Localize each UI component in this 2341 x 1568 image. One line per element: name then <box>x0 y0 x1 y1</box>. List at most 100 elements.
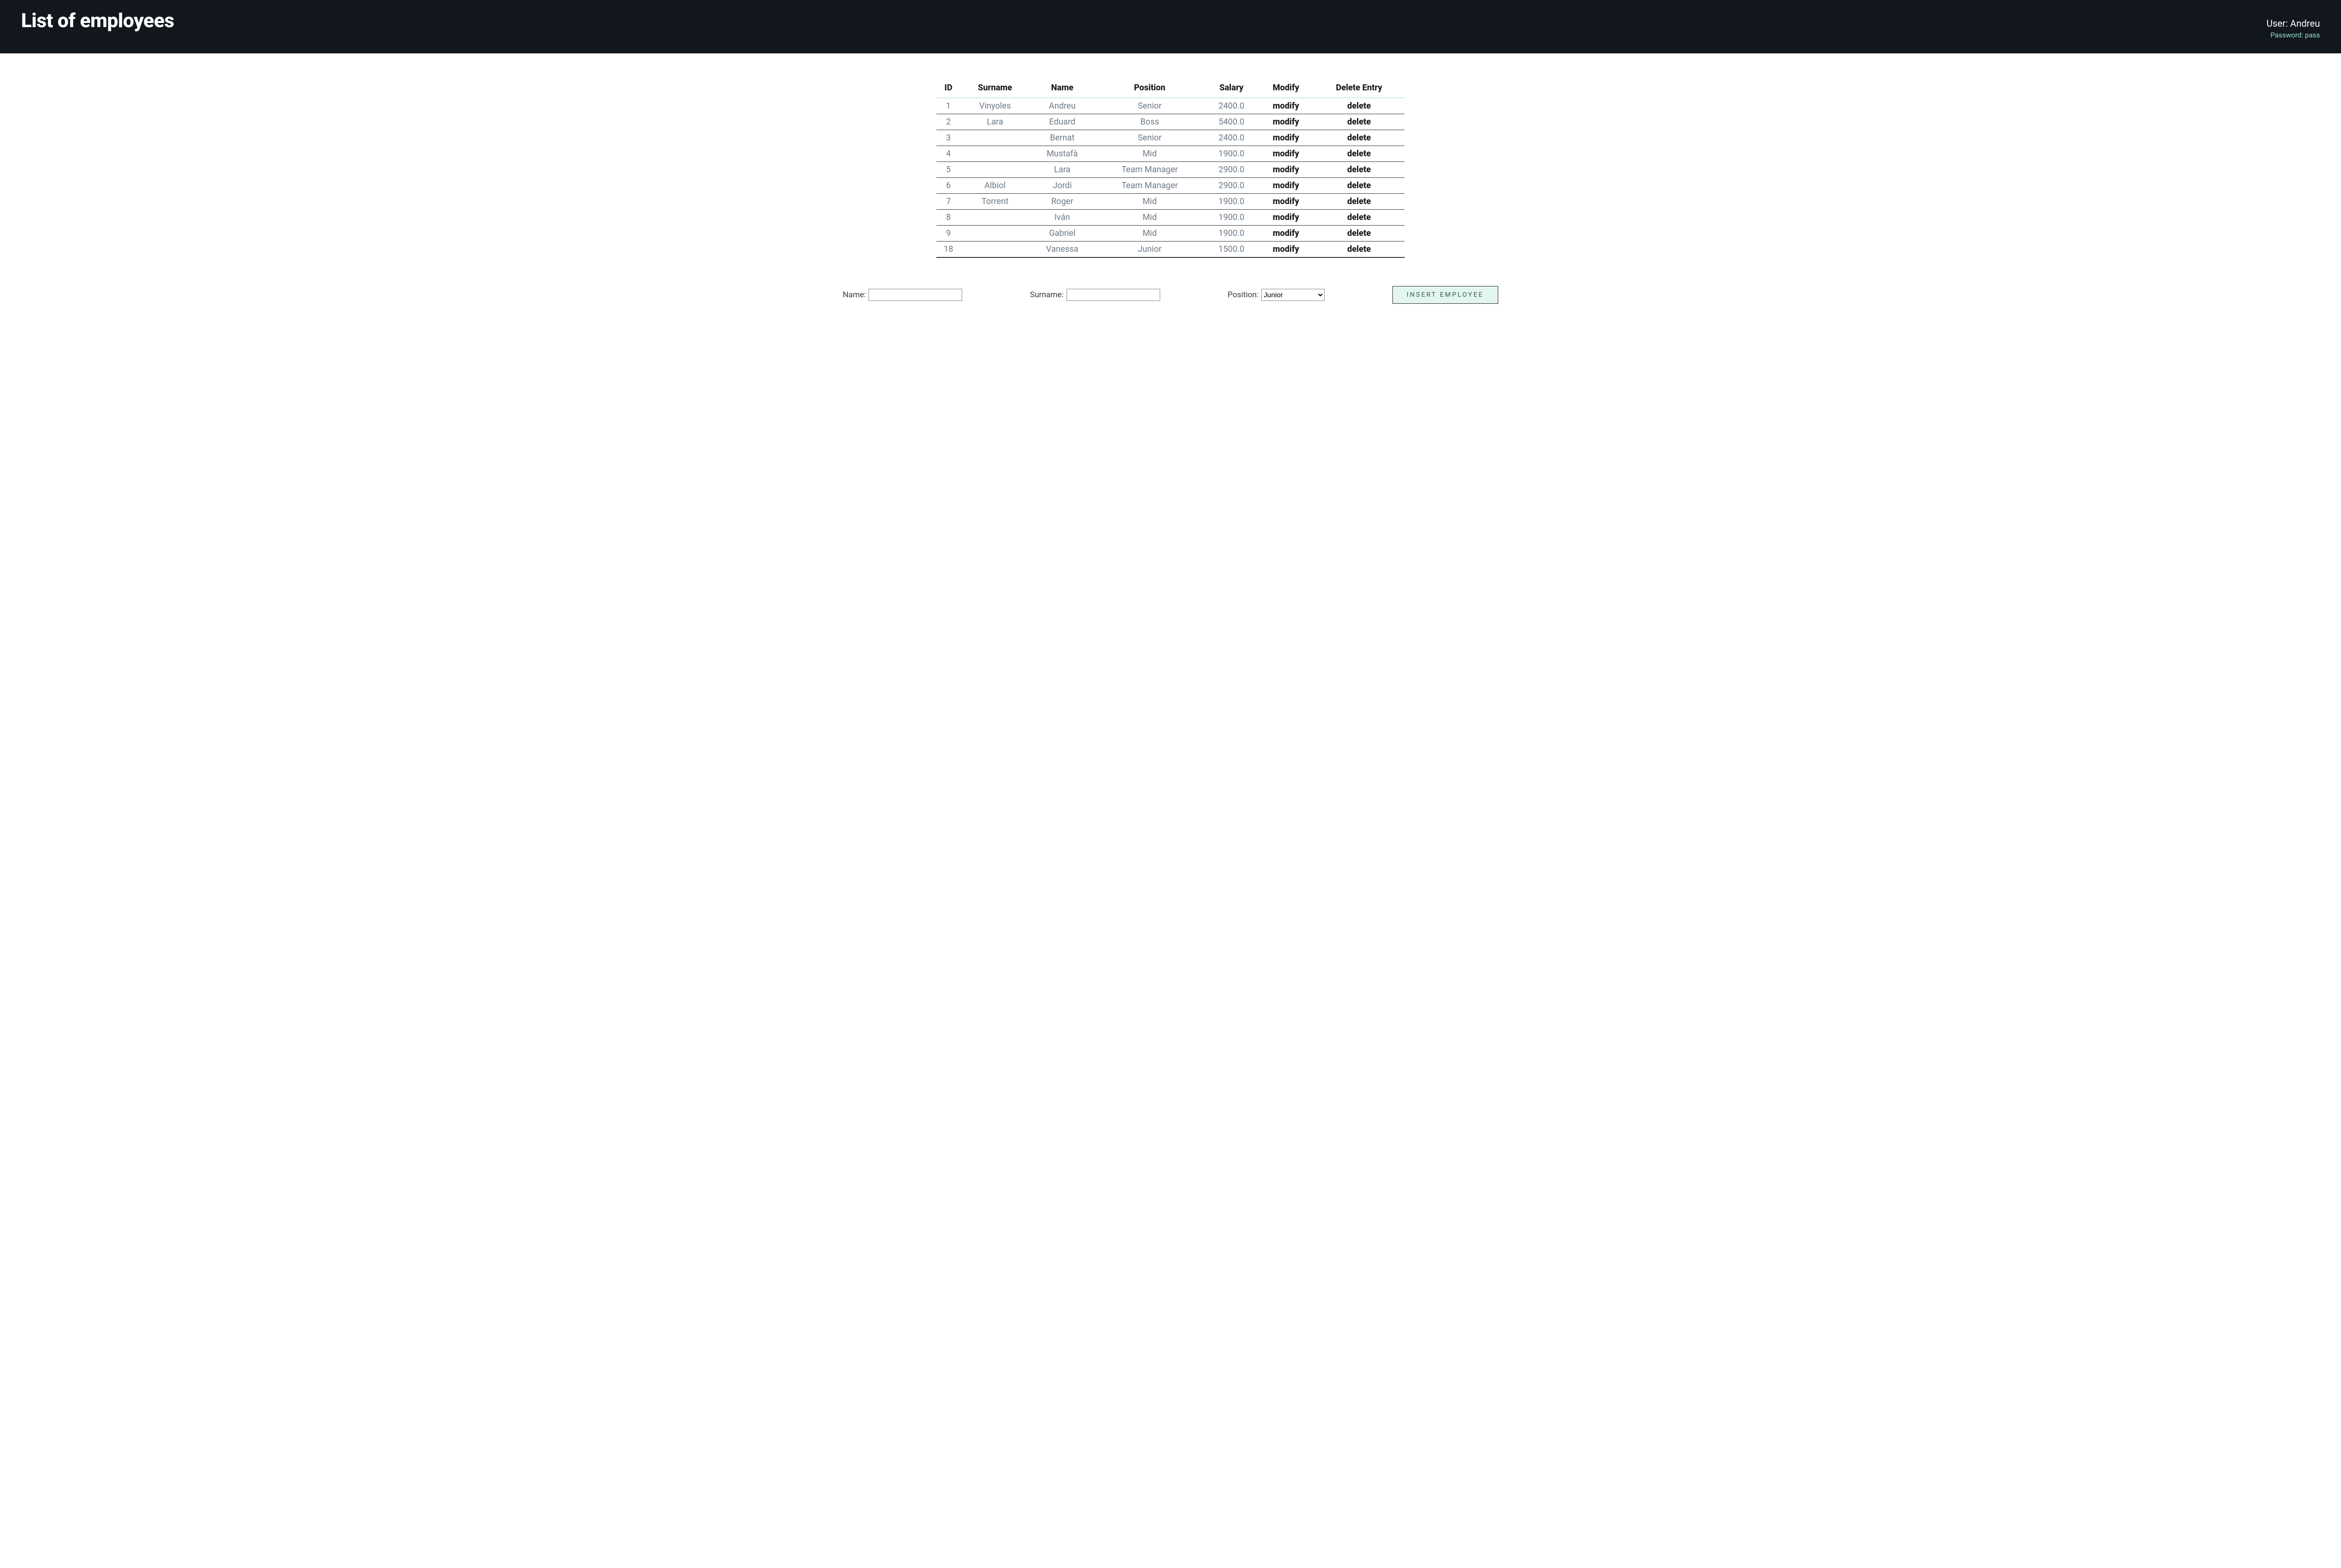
insert-form: Name: Surname: Position: JuniorMidSenior… <box>843 286 1498 304</box>
employee-table-body: 1VinyolesAndreuSenior2400.0modifydelete2… <box>936 98 1405 257</box>
cell-salary: 1900.0 <box>1204 194 1258 210</box>
cell-id: 6 <box>936 178 960 194</box>
cell-name: Bernat <box>1030 130 1095 146</box>
modify-link[interactable]: modify <box>1259 178 1314 194</box>
col-delete: Delete Entry <box>1313 79 1405 98</box>
cell-position: Mid <box>1095 146 1205 162</box>
cell-name: Lara <box>1030 162 1095 178</box>
modify-link[interactable]: modify <box>1259 114 1314 130</box>
table-row: 2LaraEduardBoss5400.0modifydelete <box>936 114 1405 130</box>
cell-surname <box>960 162 1030 178</box>
insert-employee-button[interactable]: INSERT EMPLOYEE <box>1392 286 1498 304</box>
table-row: 7TorrentRogerMid1900.0modifydelete <box>936 194 1405 210</box>
cell-id: 1 <box>936 98 960 114</box>
delete-link[interactable]: delete <box>1313 98 1405 114</box>
delete-link[interactable]: delete <box>1313 194 1405 210</box>
delete-link[interactable]: delete <box>1313 114 1405 130</box>
delete-link[interactable]: delete <box>1313 146 1405 162</box>
employee-table: ID Surname Name Position Salary Modify D… <box>936 79 1405 258</box>
modify-link[interactable]: modify <box>1259 210 1314 226</box>
user-label: User: <box>2267 18 2288 29</box>
cell-surname: Albiol <box>960 178 1030 194</box>
table-row: 5 LaraTeam Manager2900.0modifydelete <box>936 162 1405 178</box>
col-position: Position <box>1095 79 1205 98</box>
cell-salary: 1900.0 <box>1204 146 1258 162</box>
surname-group: Surname: <box>1030 289 1160 301</box>
cell-name: Iván <box>1030 210 1095 226</box>
delete-link[interactable]: delete <box>1313 210 1405 226</box>
cell-surname <box>960 226 1030 242</box>
cell-name: Vanessa <box>1030 242 1095 258</box>
modify-link[interactable]: modify <box>1259 194 1314 210</box>
cell-salary: 2400.0 <box>1204 130 1258 146</box>
col-surname: Surname <box>960 79 1030 98</box>
modify-link[interactable]: modify <box>1259 130 1314 146</box>
cell-id: 18 <box>936 242 960 258</box>
modify-link[interactable]: modify <box>1259 226 1314 242</box>
cell-id: 7 <box>936 194 960 210</box>
name-group: Name: <box>843 289 962 301</box>
password-value: pass <box>2305 31 2320 39</box>
cell-name: Roger <box>1030 194 1095 210</box>
page-header: List of employees User: Andreu Password:… <box>0 0 2341 53</box>
name-label: Name: <box>843 290 866 300</box>
cell-id: 3 <box>936 130 960 146</box>
name-input[interactable] <box>869 289 962 301</box>
cell-position: Team Manager <box>1095 162 1205 178</box>
cell-name: Eduard <box>1030 114 1095 130</box>
table-header-row: ID Surname Name Position Salary Modify D… <box>936 79 1405 98</box>
password-label: Password: <box>2270 31 2303 39</box>
cell-surname: Torrent <box>960 194 1030 210</box>
table-row: 3 BernatSenior2400.0modifydelete <box>936 130 1405 146</box>
cell-salary: 1900.0 <box>1204 226 1258 242</box>
delete-link[interactable]: delete <box>1313 242 1405 258</box>
table-row: 1VinyolesAndreuSenior2400.0modifydelete <box>936 98 1405 114</box>
surname-label: Surname: <box>1030 290 1064 300</box>
delete-link[interactable]: delete <box>1313 162 1405 178</box>
position-label: Position: <box>1228 290 1259 300</box>
cell-name: Jordi <box>1030 178 1095 194</box>
modify-link[interactable]: modify <box>1259 242 1314 258</box>
user-info-block: User: Andreu Password: pass <box>2267 9 2320 39</box>
employee-table-container: ID Surname Name Position Salary Modify D… <box>936 79 1405 258</box>
cell-name: Mustafà <box>1030 146 1095 162</box>
password-line: Password: pass <box>2267 31 2320 39</box>
cell-name: Gabriel <box>1030 226 1095 242</box>
col-name: Name <box>1030 79 1095 98</box>
cell-surname <box>960 210 1030 226</box>
modify-link[interactable]: modify <box>1259 98 1314 114</box>
modify-link[interactable]: modify <box>1259 146 1314 162</box>
cell-id: 2 <box>936 114 960 130</box>
delete-link[interactable]: delete <box>1313 130 1405 146</box>
page-title: List of employees <box>21 9 174 32</box>
delete-link[interactable]: delete <box>1313 178 1405 194</box>
cell-salary: 2900.0 <box>1204 162 1258 178</box>
cell-salary: 1900.0 <box>1204 210 1258 226</box>
cell-salary: 2900.0 <box>1204 178 1258 194</box>
cell-salary: 5400.0 <box>1204 114 1258 130</box>
position-select[interactable]: JuniorMidSeniorTeam ManagerBoss <box>1261 289 1325 301</box>
cell-id: 5 <box>936 162 960 178</box>
table-row: 4MustafàMid1900.0modifydelete <box>936 146 1405 162</box>
cell-name: Andreu <box>1030 98 1095 114</box>
cell-position: Mid <box>1095 210 1205 226</box>
col-salary: Salary <box>1204 79 1258 98</box>
cell-position: Senior <box>1095 130 1205 146</box>
col-id: ID <box>936 79 960 98</box>
cell-salary: 2400.0 <box>1204 98 1258 114</box>
cell-position: Mid <box>1095 194 1205 210</box>
delete-link[interactable]: delete <box>1313 226 1405 242</box>
cell-surname <box>960 146 1030 162</box>
cell-id: 9 <box>936 226 960 242</box>
table-row: 6AlbiolJordiTeam Manager2900.0modifydele… <box>936 178 1405 194</box>
surname-input[interactable] <box>1067 289 1160 301</box>
cell-position: Team Manager <box>1095 178 1205 194</box>
cell-position: Senior <box>1095 98 1205 114</box>
cell-salary: 1500.0 <box>1204 242 1258 258</box>
user-line: User: Andreu <box>2267 18 2320 29</box>
modify-link[interactable]: modify <box>1259 162 1314 178</box>
cell-id: 8 <box>936 210 960 226</box>
table-row: 8 IvánMid1900.0modifydelete <box>936 210 1405 226</box>
position-group: Position: JuniorMidSeniorTeam ManagerBos… <box>1228 289 1325 301</box>
cell-surname <box>960 242 1030 258</box>
